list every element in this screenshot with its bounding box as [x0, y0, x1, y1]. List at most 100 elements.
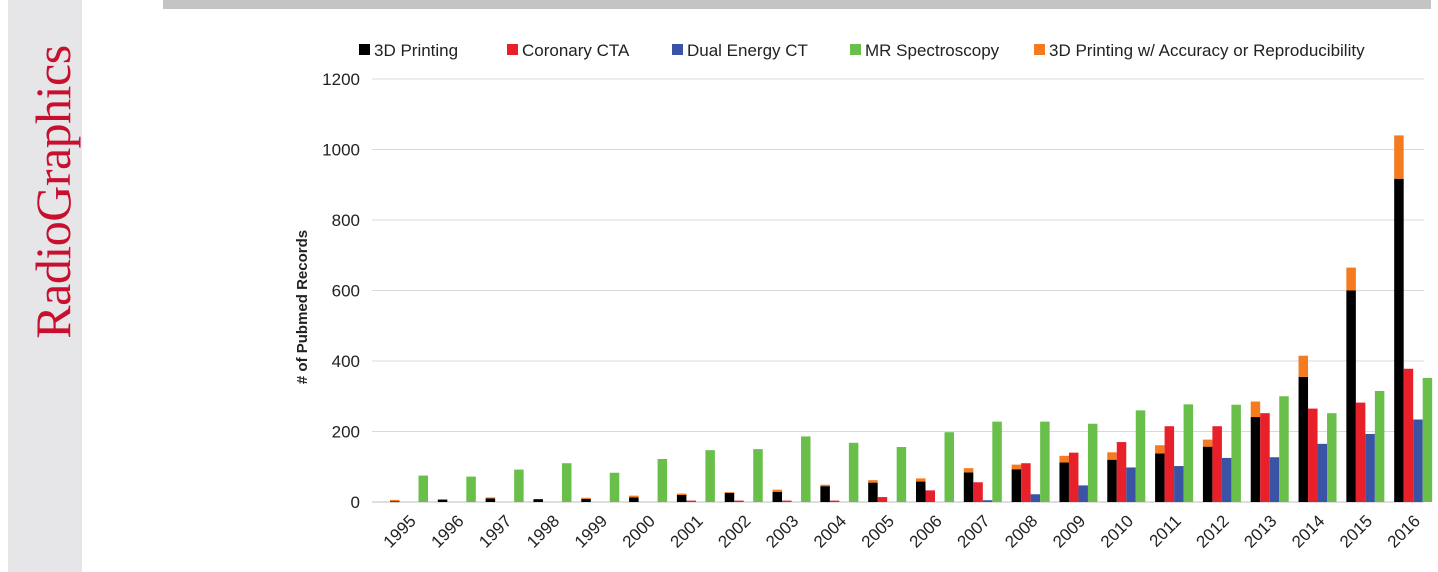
bar-3d-printing-2004: [820, 486, 830, 502]
y-tick-label: 200: [332, 423, 360, 442]
x-tick-label: 2010: [1097, 511, 1137, 551]
bars: [390, 135, 1433, 503]
bar-coronary-cta-2011: [1164, 426, 1175, 502]
x-tick-label: 2004: [810, 511, 850, 551]
bar-coronary-cta-2012: [1212, 426, 1222, 502]
bar-dual-energy-ct-2009: [1078, 485, 1088, 502]
bar-3d-printing-w-accuracy-or-reproducibility-2008: [1011, 464, 1022, 470]
bar-3d-printing-w-accuracy-or-reproducibility-2014: [1298, 355, 1309, 377]
legend-swatch: [507, 44, 518, 55]
bar-mr-spectroscopy-2005: [896, 447, 907, 502]
bar-mr-spectroscopy-1998: [561, 463, 572, 502]
x-tick-label: 2008: [1001, 511, 1041, 551]
bar-mr-spectroscopy-2004: [848, 442, 859, 502]
bar-3d-printing-2005: [868, 482, 878, 502]
bar-mr-spectroscopy-2016: [1422, 377, 1433, 502]
bar-3d-printing-1999: [581, 498, 591, 502]
y-tick-label: 0: [351, 493, 360, 512]
journal-side-band: RadioGraphics: [8, 0, 82, 572]
bar-dual-energy-ct-2016: [1413, 419, 1423, 502]
bar-3d-printing-w-accuracy-or-reproducibility-2007: [963, 468, 974, 473]
bar-coronary-cta-2004: [829, 500, 840, 502]
bar-mr-spectroscopy-2009: [1087, 423, 1098, 502]
x-tick-label: 2009: [1049, 511, 1089, 551]
legend-swatch: [359, 44, 370, 55]
bar-mr-spectroscopy-1999: [609, 472, 620, 502]
bar-3d-printing-1997: [485, 498, 496, 502]
x-tick-label: 2012: [1193, 511, 1233, 551]
y-tick-label: 600: [332, 282, 360, 301]
bar-dual-energy-ct-2007: [982, 500, 993, 502]
top-divider: [163, 0, 1431, 9]
bar-dual-energy-ct-2015: [1365, 433, 1375, 502]
x-tick-label: 2005: [858, 511, 898, 551]
bar-mr-spectroscopy-2012: [1231, 404, 1241, 502]
bar-coronary-cta-2003: [782, 500, 792, 502]
legend-swatch: [1034, 44, 1045, 55]
y-axis-title: # of Pubmed Records: [294, 230, 311, 384]
bar-3d-printing-2001: [676, 494, 687, 502]
bar-mr-spectroscopy-2000: [657, 458, 668, 502]
bar-dual-energy-ct-2008: [1030, 494, 1041, 502]
bar-3d-printing-w-accuracy-or-reproducibility-2003: [772, 489, 783, 492]
y-tick-label: 1200: [322, 70, 360, 89]
x-tick-label: 1999: [571, 511, 611, 551]
bar-3d-printing-2008: [1011, 469, 1022, 502]
bar-coronary-cta-2007: [973, 482, 983, 502]
x-tick-label: 2014: [1288, 511, 1328, 551]
bar-mr-spectroscopy-2011: [1183, 404, 1194, 502]
x-tick-label: 2011: [1146, 511, 1185, 550]
bar-3d-printing-2009: [1059, 462, 1069, 502]
bar-3d-printing-w-accuracy-or-reproducibility-2010: [1107, 452, 1117, 460]
bar-dual-energy-ct-2012: [1221, 457, 1232, 502]
x-tick-label: 2001: [667, 511, 707, 551]
x-tick-label: 2015: [1336, 511, 1376, 551]
y-tick-label: 1000: [322, 141, 360, 160]
bar-3d-printing-1995: [390, 501, 400, 503]
bar-3d-printing-2010: [1107, 459, 1117, 502]
bar-coronary-cta-2005: [877, 497, 888, 502]
x-axis-ticks: 1995 1996 1997 1998 1999 2000 2001 2002 2003 2004…: [380, 511, 1424, 551]
y-axis-ticks: 0 200 400 600 800 1000 1200: [322, 70, 360, 512]
bar-mr-spectroscopy-2006: [944, 432, 954, 502]
bar-mr-spectroscopy-1996: [466, 476, 476, 502]
bar-mr-spectroscopy-2001: [705, 450, 715, 502]
bar-3d-printing-1998: [533, 499, 543, 502]
x-tick-label: 2000: [619, 511, 659, 551]
bar-3d-printing-w-accuracy-or-reproducibility-1999: [581, 497, 591, 499]
bar-mr-spectroscopy-1997: [514, 469, 524, 502]
bar-dual-energy-ct-2013: [1269, 457, 1280, 502]
bar-mr-spectroscopy-2010: [1135, 410, 1146, 502]
bar-mr-spectroscopy-2002: [753, 449, 763, 502]
bar-mr-spectroscopy-2015: [1374, 390, 1385, 502]
bar-mr-spectroscopy-1995: [418, 475, 428, 502]
bar-3d-printing-w-accuracy-or-reproducibility-2000: [629, 495, 639, 498]
bar-3d-printing-w-accuracy-or-reproducibility-2006: [916, 478, 926, 482]
x-tick-label: 1997: [475, 511, 515, 551]
bar-3d-printing-w-accuracy-or-reproducibility-2002: [724, 492, 735, 493]
legend-label: MR Spectroscopy: [865, 41, 1000, 60]
bar-coronary-cta-2002: [734, 500, 744, 502]
bar-3d-printing-2007: [963, 472, 974, 502]
x-tick-label: 2003: [762, 511, 802, 551]
bar-3d-printing-w-accuracy-or-reproducibility-1997: [485, 497, 496, 499]
bar-coronary-cta-2009: [1068, 452, 1079, 502]
bar-3d-printing-w-accuracy-or-reproducibility-2011: [1155, 445, 1165, 454]
bar-mr-spectroscopy-2013: [1279, 396, 1289, 502]
bar-coronary-cta-2010: [1116, 442, 1127, 502]
grid-lines: [372, 78, 1424, 503]
x-tick-label: 2006: [906, 511, 946, 551]
bar-3d-printing-2012: [1202, 446, 1213, 502]
bar-3d-printing-2006: [916, 481, 926, 502]
bar-dual-energy-ct-2010: [1126, 467, 1136, 502]
bar-mr-spectroscopy-2008: [1040, 421, 1050, 502]
bar-coronary-cta-2006: [925, 490, 935, 502]
bar-3d-printing-2013: [1250, 417, 1261, 502]
bar-3d-printing-2000: [629, 497, 639, 502]
bar-3d-printing-w-accuracy-or-reproducibility-2004: [820, 484, 830, 487]
bar-3d-printing-2002: [724, 492, 735, 502]
bar-3d-printing-w-accuracy-or-reproducibility-2016: [1394, 135, 1404, 179]
bar-dual-energy-ct-2014: [1317, 443, 1328, 502]
legend-label: Coronary CTA: [522, 41, 630, 60]
